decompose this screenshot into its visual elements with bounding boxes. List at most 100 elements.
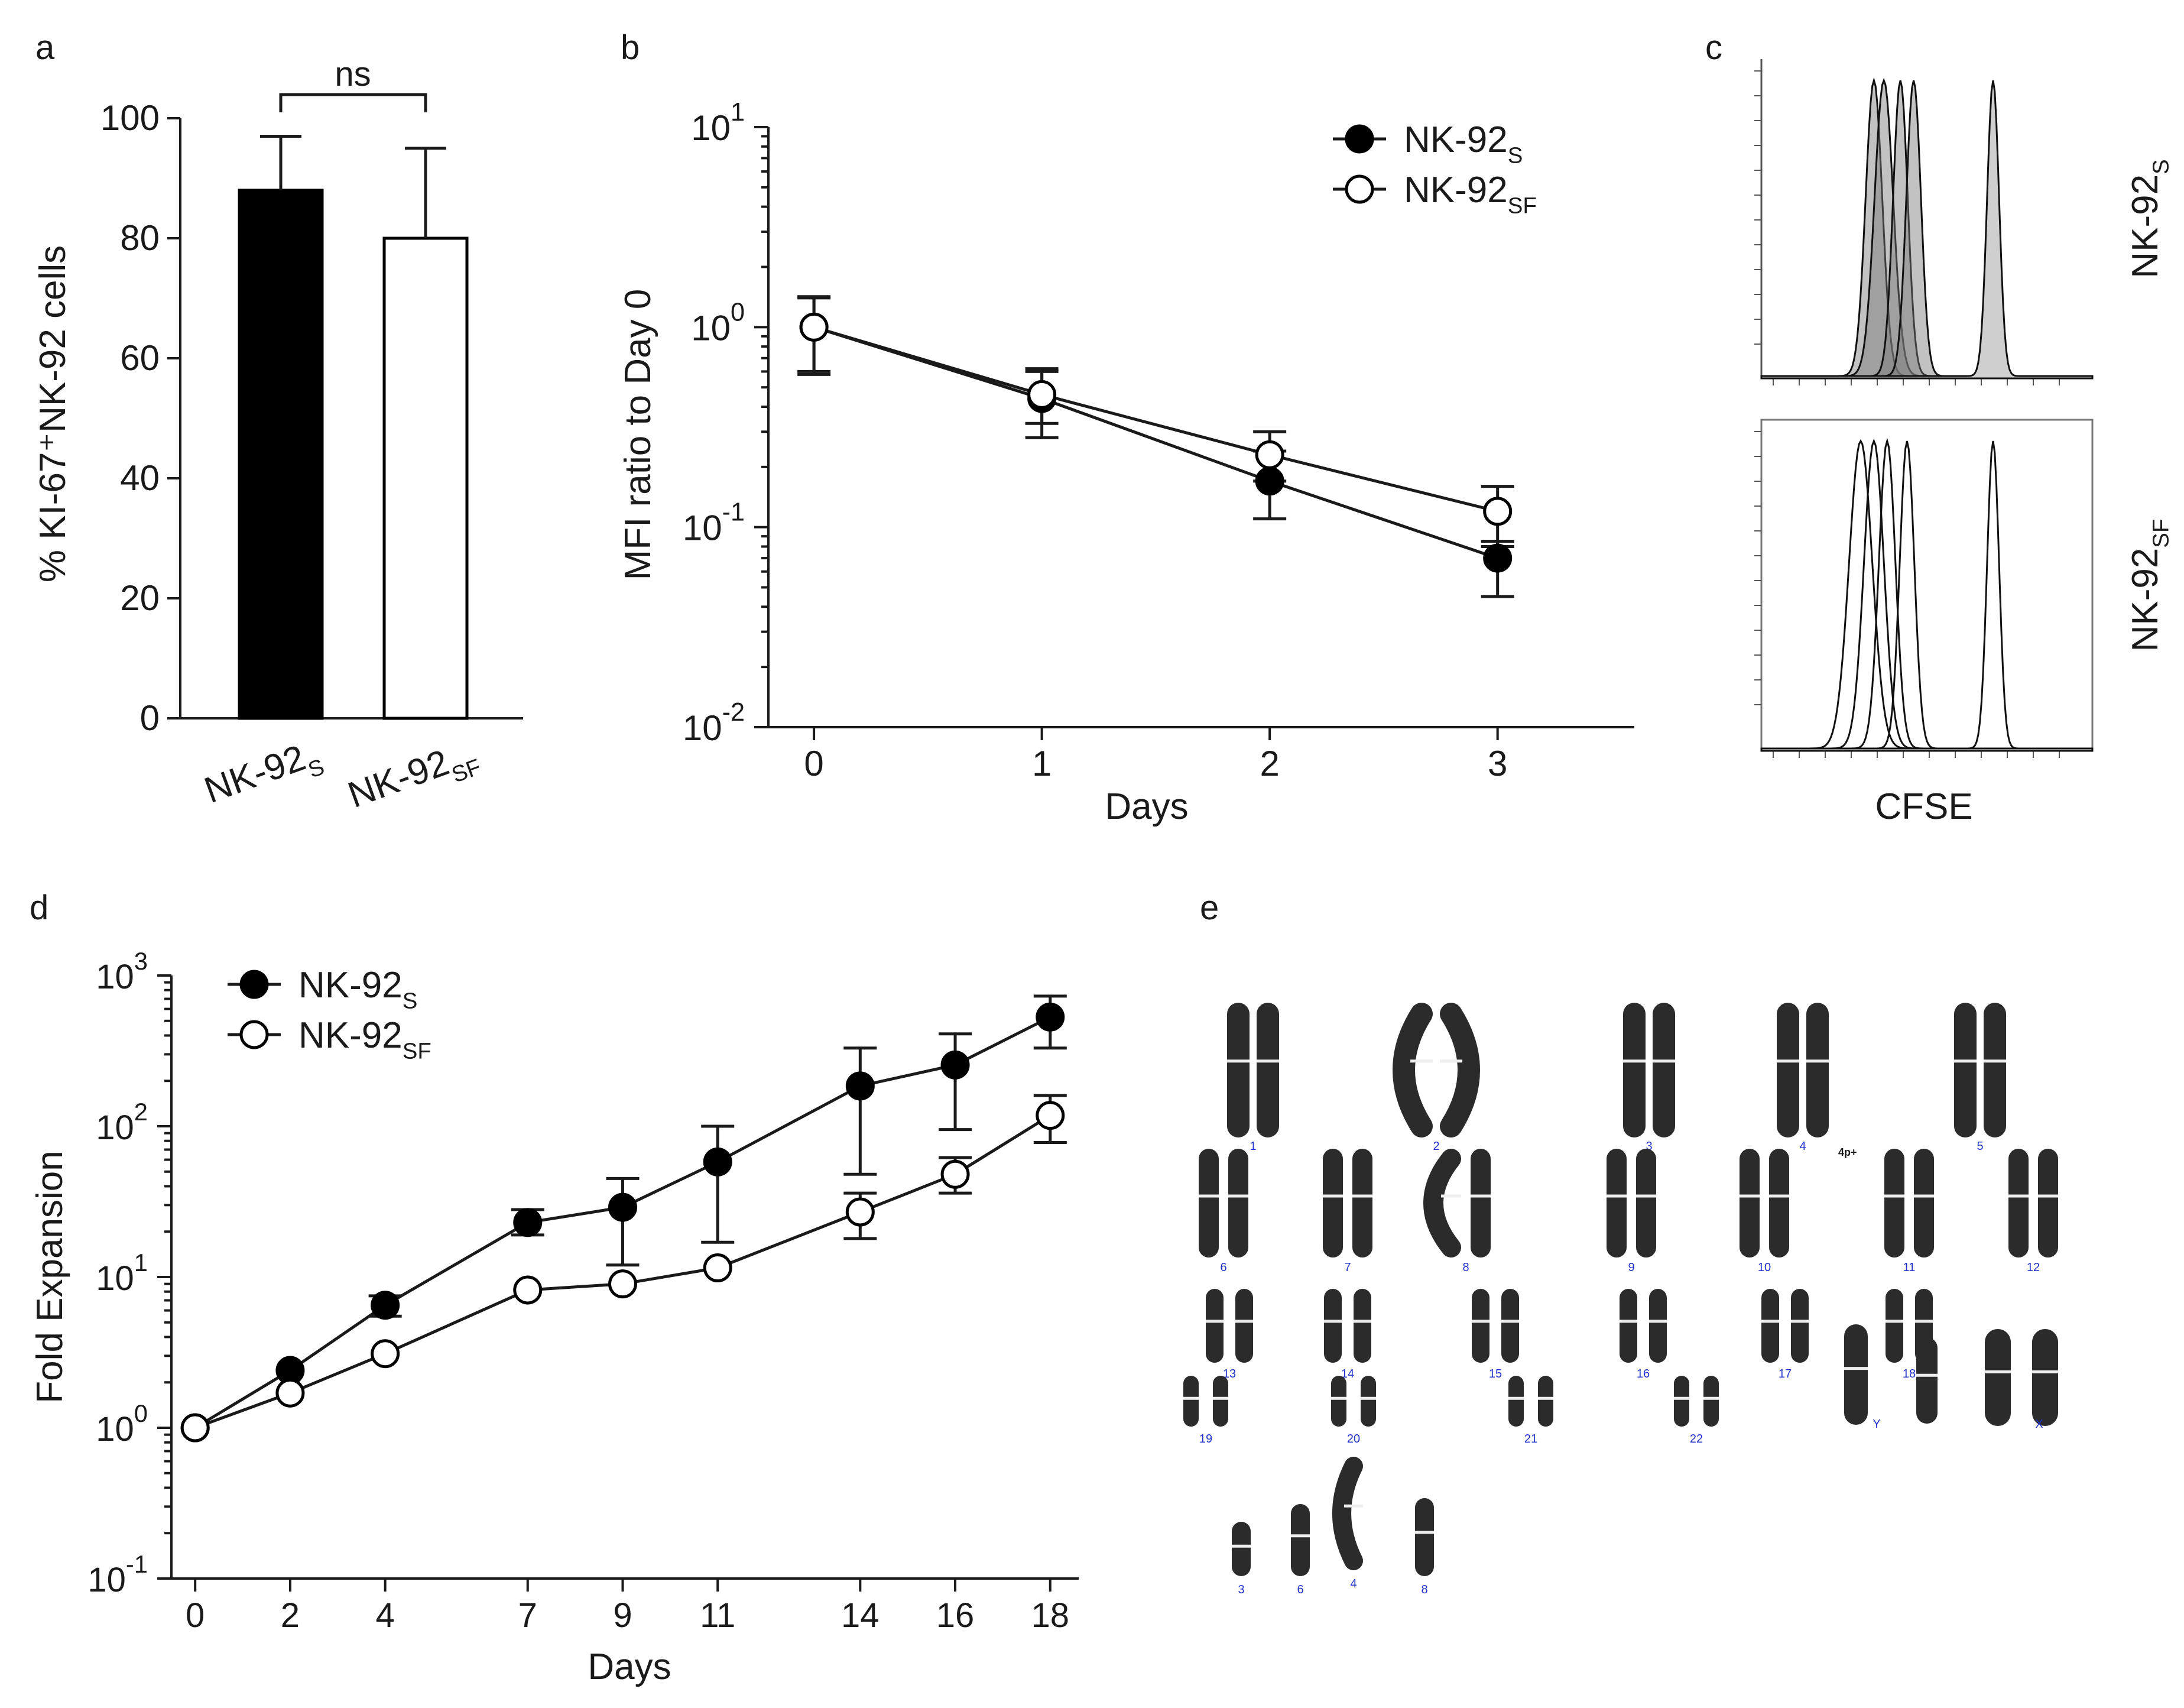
chromosome-number: 2 (1433, 1140, 1439, 1153)
significance-label: ns (335, 55, 371, 93)
x-tick-label: 9 (613, 1596, 632, 1635)
label-base: NK-92 (343, 742, 455, 816)
open-marker (940, 1159, 970, 1189)
x-tick-label: 0 (804, 744, 823, 783)
series-line (813, 325, 1498, 513)
y-tick-label: 100 (100, 98, 160, 138)
y-tick-label: 40 (120, 458, 160, 498)
chromosome-number: 14 (1341, 1367, 1354, 1380)
x-tick-label: NK-92SF (343, 732, 485, 824)
chromosome-number: 19 (1199, 1432, 1212, 1446)
x-tick-label: 1 (1032, 744, 1052, 783)
label-base: NK-92 (298, 965, 403, 1006)
tick-base: 10 (87, 1561, 126, 1599)
filled-marker (1255, 466, 1284, 496)
label-base: NK-92 (298, 1015, 403, 1056)
panel-label-d: d (30, 889, 48, 927)
open-marker (608, 1269, 637, 1299)
y-axis-title: MFI ratio to Day 0 (618, 289, 658, 581)
open-marker (1036, 1101, 1065, 1130)
marker-chromosome-number: 3 (1238, 1583, 1244, 1596)
bar (382, 236, 469, 720)
y-tick-label: 60 (120, 338, 160, 378)
filled-marker (1036, 1002, 1065, 1032)
label-subscript: S (2149, 159, 2174, 174)
panel-label-e: e (1200, 889, 1219, 927)
open-marker (703, 1253, 732, 1283)
tick-exponent: 0 (731, 298, 745, 326)
y-tick-label: 100 (96, 1399, 148, 1448)
tick-exponent: 1 (731, 98, 745, 127)
karyotype-annotation: 4p+ (1838, 1146, 1857, 1158)
filled-marker (608, 1192, 637, 1222)
series-group (180, 994, 1067, 1443)
y-tick-label: 103 (96, 947, 148, 996)
x-axis-title: Days (588, 1647, 671, 1687)
y-tick-label: 10-1 (87, 1550, 148, 1599)
legend-label: NK-92SF (298, 1015, 431, 1064)
x-tick-label: 3 (1488, 744, 1507, 783)
open-marker (275, 1378, 305, 1408)
panel-a-bar-chart: a 0 20 40 60 80 100 % KI-67⁺NK-92 cells ns NK… (33, 28, 523, 824)
tick-base: 10 (683, 508, 722, 548)
panel-label-b: b (621, 28, 640, 67)
label-subscript: S (403, 988, 418, 1014)
tick-exponent: -1 (722, 498, 745, 527)
chromosome-number: X (2035, 1418, 2043, 1431)
y-axis-title: Fold Expansion (30, 1150, 70, 1403)
marker-chromosome-number: 6 (1297, 1583, 1303, 1596)
chromosome (1440, 1003, 1480, 1137)
chromosome (1332, 1457, 1363, 1570)
chromosome-number: 17 (1779, 1367, 1792, 1380)
x-tick-label: 14 (841, 1596, 880, 1635)
open-marker (1255, 440, 1284, 469)
label-subscript: SF (449, 754, 485, 788)
panel-label-c: c (1705, 28, 1722, 67)
legend-label: NK-92S (298, 965, 417, 1014)
chromosome-number: 9 (1628, 1261, 1634, 1274)
histogram-frame (1760, 419, 2094, 752)
chromosome (1393, 1003, 1433, 1137)
chromosome-number: 22 (1690, 1432, 1703, 1446)
tick-exponent: 3 (134, 947, 148, 975)
significance-bracket (279, 93, 427, 112)
marker-chromosome-number: 4 (1350, 1577, 1357, 1590)
tick-base: 10 (96, 1109, 134, 1147)
filled-marker (940, 1050, 970, 1080)
y-tick-label: 10-1 (683, 498, 745, 548)
label-base: NK-92 (2125, 548, 2166, 652)
x-tick-label: 7 (518, 1596, 537, 1635)
chromosome-number: 8 (1462, 1261, 1469, 1274)
chromosome-number: 12 (2027, 1261, 2040, 1274)
chromosome (1423, 1149, 1461, 1257)
chromosome-number: 20 (1347, 1432, 1360, 1446)
panel-label-a: a (35, 28, 55, 67)
histogram-peak (1760, 439, 2094, 752)
y-tick-label: 0 (140, 698, 160, 738)
open-marker (371, 1339, 400, 1369)
open-marker (1483, 497, 1513, 526)
chromosome-number: 13 (1223, 1367, 1236, 1380)
legend-label: NK-92S (1404, 119, 1523, 168)
filled-marker (371, 1291, 400, 1320)
y-tick-label: 101 (691, 98, 745, 148)
open-marker (799, 312, 829, 342)
label-subscript: S (1508, 143, 1523, 168)
tick-base: 10 (96, 1410, 134, 1448)
chromosome-number: 21 (1524, 1432, 1537, 1446)
x-tick-label: 18 (1031, 1596, 1070, 1635)
chromosome-number: 18 (1903, 1367, 1916, 1380)
filled-marker (845, 1071, 875, 1101)
x-tick-labels: NK-92S NK-92SF (199, 732, 485, 824)
tick-base: 10 (683, 708, 722, 748)
x-tick-label: 2 (1260, 744, 1279, 783)
tick-base: 10 (691, 308, 731, 348)
x-tick-label: 2 (281, 1596, 300, 1635)
legend-label: NK-92SF (1404, 170, 1537, 219)
chromosome-number: 10 (1758, 1261, 1771, 1274)
tick-exponent: -1 (126, 1550, 148, 1578)
